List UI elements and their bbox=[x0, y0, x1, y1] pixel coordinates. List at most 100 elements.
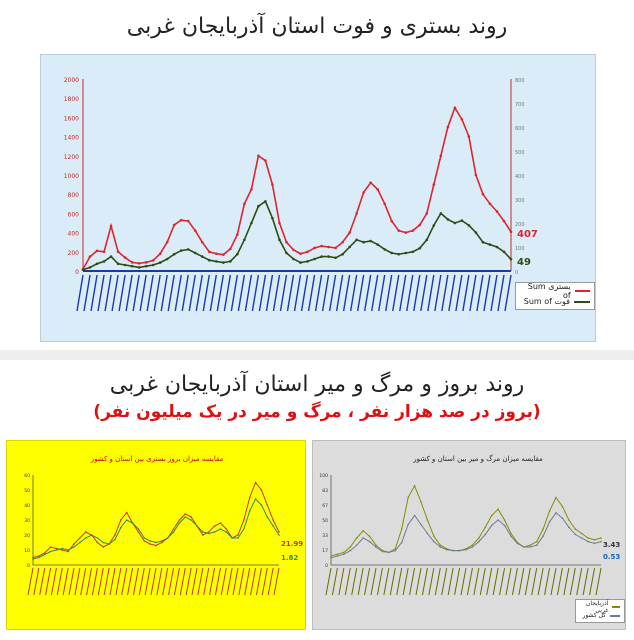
x-tick-mark bbox=[406, 274, 414, 312]
data-point-0 bbox=[237, 534, 239, 536]
data-point-1 bbox=[90, 534, 93, 536]
x-tick-mark bbox=[466, 567, 473, 596]
data-point-0 bbox=[248, 496, 251, 499]
x-tick-mark bbox=[383, 567, 390, 596]
data-point-1 bbox=[248, 510, 251, 512]
data-point-0 bbox=[574, 528, 577, 530]
data-point-1 bbox=[61, 547, 64, 550]
legend-label: کل کشور bbox=[582, 612, 606, 619]
data-point-0 bbox=[73, 543, 75, 545]
data-point-0 bbox=[420, 501, 422, 503]
data-point-death bbox=[348, 245, 351, 249]
y-tick-label-left: 1600 bbox=[64, 115, 79, 122]
data-point-0 bbox=[343, 551, 345, 554]
legend-swatch-olive bbox=[612, 605, 620, 608]
x-tick-mark bbox=[499, 567, 506, 596]
data-point-hospitalization bbox=[215, 252, 218, 256]
data-point-1 bbox=[79, 541, 81, 544]
data-point-death bbox=[432, 224, 436, 227]
x-tick-mark bbox=[349, 274, 358, 312]
data-point-1 bbox=[190, 519, 192, 521]
y-tick-label: 17 bbox=[322, 548, 328, 554]
data-point-hospitalization bbox=[299, 252, 302, 256]
data-point-1 bbox=[96, 537, 99, 539]
x-tick-mark bbox=[321, 274, 330, 312]
x-tick-mark bbox=[237, 274, 246, 312]
x-tick-mark bbox=[460, 567, 467, 596]
data-point-hospitalization bbox=[285, 240, 288, 244]
x-tick-mark bbox=[273, 567, 280, 596]
data-point-0 bbox=[413, 485, 416, 487]
x-tick-mark bbox=[479, 567, 486, 596]
x-tick-mark bbox=[370, 567, 377, 596]
data-point-0 bbox=[67, 550, 69, 553]
x-tick-mark bbox=[39, 567, 46, 596]
data-point-1 bbox=[336, 555, 339, 557]
data-point-death bbox=[215, 260, 218, 263]
data-point-1 bbox=[260, 504, 263, 506]
data-point-0 bbox=[61, 549, 64, 551]
data-point-hospitalization bbox=[481, 192, 485, 196]
data-point-1 bbox=[516, 542, 519, 545]
x-tick-mark bbox=[153, 274, 161, 312]
data-point-death bbox=[418, 246, 422, 250]
mortality-chart-header: مقایسه میزان مرگ و میر بین استان و کشور bbox=[413, 455, 543, 463]
data-point-death bbox=[488, 243, 492, 246]
end-value-death: 49 bbox=[517, 257, 531, 268]
data-point-0 bbox=[362, 530, 364, 532]
x-tick-mark bbox=[563, 567, 570, 596]
data-point-death bbox=[327, 255, 330, 258]
mortality-chart-legend: آذربایجان غربی کل کشور bbox=[575, 599, 625, 623]
legend-item-death: فوت Sum of bbox=[520, 296, 590, 307]
x-tick-mark bbox=[505, 567, 512, 596]
data-point-hospitalization bbox=[95, 249, 99, 253]
x-tick-mark bbox=[132, 567, 139, 596]
y-tick-label: 50 bbox=[24, 488, 30, 494]
legend-label: بستری Sum of bbox=[527, 281, 571, 300]
data-point-death bbox=[474, 231, 478, 234]
x-tick-mark bbox=[203, 567, 210, 596]
x-tick-mark bbox=[244, 274, 253, 312]
data-point-1 bbox=[202, 531, 204, 533]
data-point-1 bbox=[574, 533, 577, 536]
x-tick-mark bbox=[300, 274, 309, 312]
data-point-death bbox=[355, 238, 358, 242]
x-tick-mark bbox=[293, 274, 302, 312]
data-point-0 bbox=[484, 526, 487, 528]
section-divider bbox=[0, 350, 634, 360]
x-tick-mark bbox=[209, 274, 218, 312]
data-point-1 bbox=[426, 532, 429, 535]
data-point-hospitalization bbox=[474, 173, 478, 177]
x-tick-mark bbox=[524, 567, 531, 596]
data-point-1 bbox=[362, 537, 364, 539]
x-tick-mark bbox=[138, 567, 145, 596]
x-tick-mark bbox=[434, 274, 442, 312]
data-point-hospitalization bbox=[460, 118, 464, 121]
data-point-death bbox=[278, 238, 281, 242]
y-tick-label-right: 700 bbox=[515, 102, 525, 108]
x-tick-mark bbox=[68, 567, 75, 596]
data-point-0 bbox=[213, 525, 216, 527]
data-point-1 bbox=[381, 550, 384, 553]
x-tick-mark bbox=[492, 567, 499, 596]
data-point-hospitalization bbox=[348, 231, 351, 234]
data-point-hospitalization bbox=[179, 218, 183, 222]
data-point-1 bbox=[529, 546, 532, 548]
data-point-hospitalization bbox=[453, 106, 457, 110]
x-tick-mark bbox=[389, 567, 396, 596]
data-point-death bbox=[481, 240, 485, 244]
data-point-1 bbox=[108, 543, 110, 545]
data-point-1 bbox=[355, 544, 358, 546]
x-tick-mark bbox=[421, 567, 428, 596]
x-tick-mark bbox=[202, 274, 210, 312]
data-point-1 bbox=[535, 544, 538, 546]
x-tick-mark bbox=[582, 567, 589, 596]
x-tick-mark bbox=[104, 274, 112, 312]
data-point-0 bbox=[535, 540, 538, 543]
data-point-death bbox=[165, 257, 169, 261]
y-tick-label-right: 200 bbox=[515, 222, 525, 228]
data-point-1 bbox=[542, 535, 544, 537]
x-tick-mark bbox=[232, 567, 239, 596]
x-tick-mark bbox=[121, 567, 128, 596]
data-point-death bbox=[88, 266, 92, 269]
